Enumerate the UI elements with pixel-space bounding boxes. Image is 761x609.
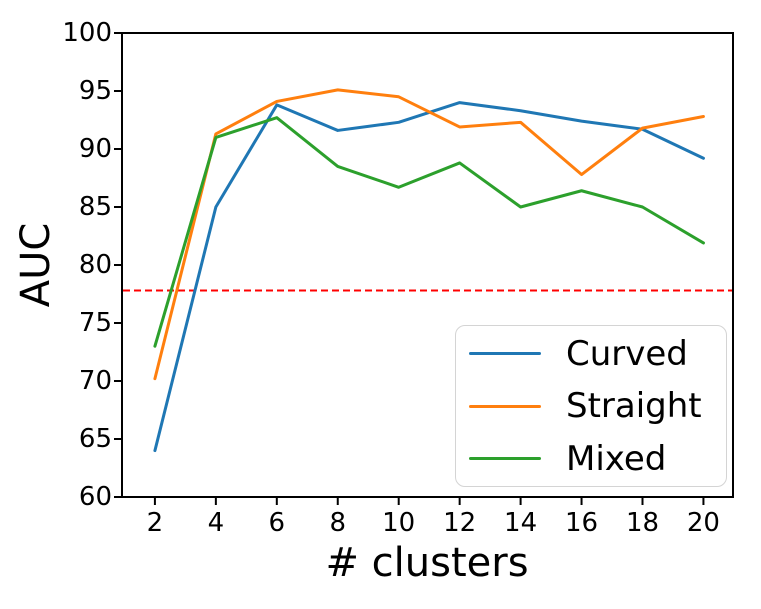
legend-label: Mixed	[566, 438, 667, 479]
y-tick-label: 100	[62, 18, 112, 48]
y-tick-label: 85	[78, 192, 112, 222]
y-tick-label: 80	[78, 250, 112, 280]
x-tick-label: 4	[207, 508, 225, 538]
legend: Curved Straight Mixed	[455, 325, 727, 487]
y-tick-label: 65	[78, 424, 112, 454]
series-line-straight	[153, 88, 705, 381]
x-tick-label: 8	[329, 508, 347, 538]
legend-label: Curved	[566, 333, 688, 374]
legend-item-mixed: Mixed	[456, 434, 726, 484]
legend-item-curved: Curved	[456, 329, 726, 379]
legend-item-straight: Straight	[456, 381, 726, 431]
x-tick-label: 16	[564, 508, 599, 538]
legend-label: Straight	[566, 386, 702, 426]
y-tick-label: 95	[78, 76, 112, 106]
x-tick-label: 20	[686, 508, 720, 538]
y-tick-label: 75	[78, 308, 112, 338]
x-tick-label: 12	[443, 508, 477, 538]
x-tick-label: 18	[625, 508, 660, 538]
series-line-mixed	[153, 116, 705, 348]
y-tick-label: 90	[78, 134, 112, 164]
legend-line-sample	[469, 404, 541, 408]
x-tick-label: 2	[146, 508, 164, 538]
legend-line-sample	[469, 352, 541, 355]
x-axis-label: # clusters	[325, 540, 529, 586]
y-tick-label: 60	[78, 482, 112, 512]
y-tick-label: 70	[78, 366, 112, 396]
x-tick-label: 10	[382, 508, 416, 538]
x-tick-label: 14	[504, 508, 538, 538]
x-tick-label: 6	[268, 508, 286, 538]
legend-line-sample	[469, 457, 541, 460]
